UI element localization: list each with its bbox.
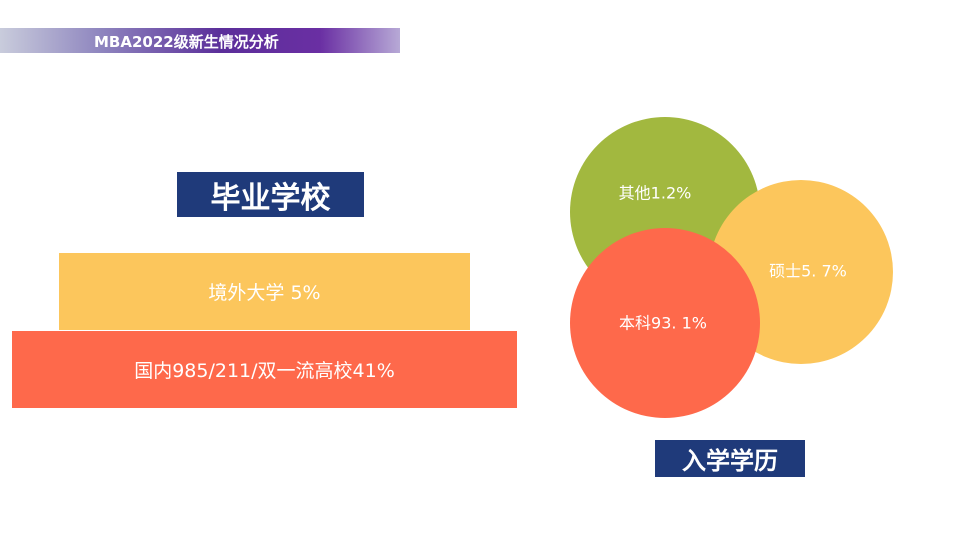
degree-label: 其他1.2% — [619, 184, 692, 203]
school-bar: 境外大学 5% — [59, 253, 470, 330]
degrees-title: 入学学历 — [655, 440, 805, 477]
school-bar: 国内985/211/双一流高校41% — [12, 331, 517, 408]
header-bar: MBA2022级新生情况分析 — [0, 28, 400, 53]
circle — [570, 228, 760, 418]
degree-label: 硕士5. 7% — [769, 262, 847, 281]
degree-label: 本科93. 1% — [619, 314, 707, 333]
schools-title: 毕业学校 — [177, 172, 364, 217]
header-title: MBA2022级新生情况分析 — [94, 33, 279, 51]
